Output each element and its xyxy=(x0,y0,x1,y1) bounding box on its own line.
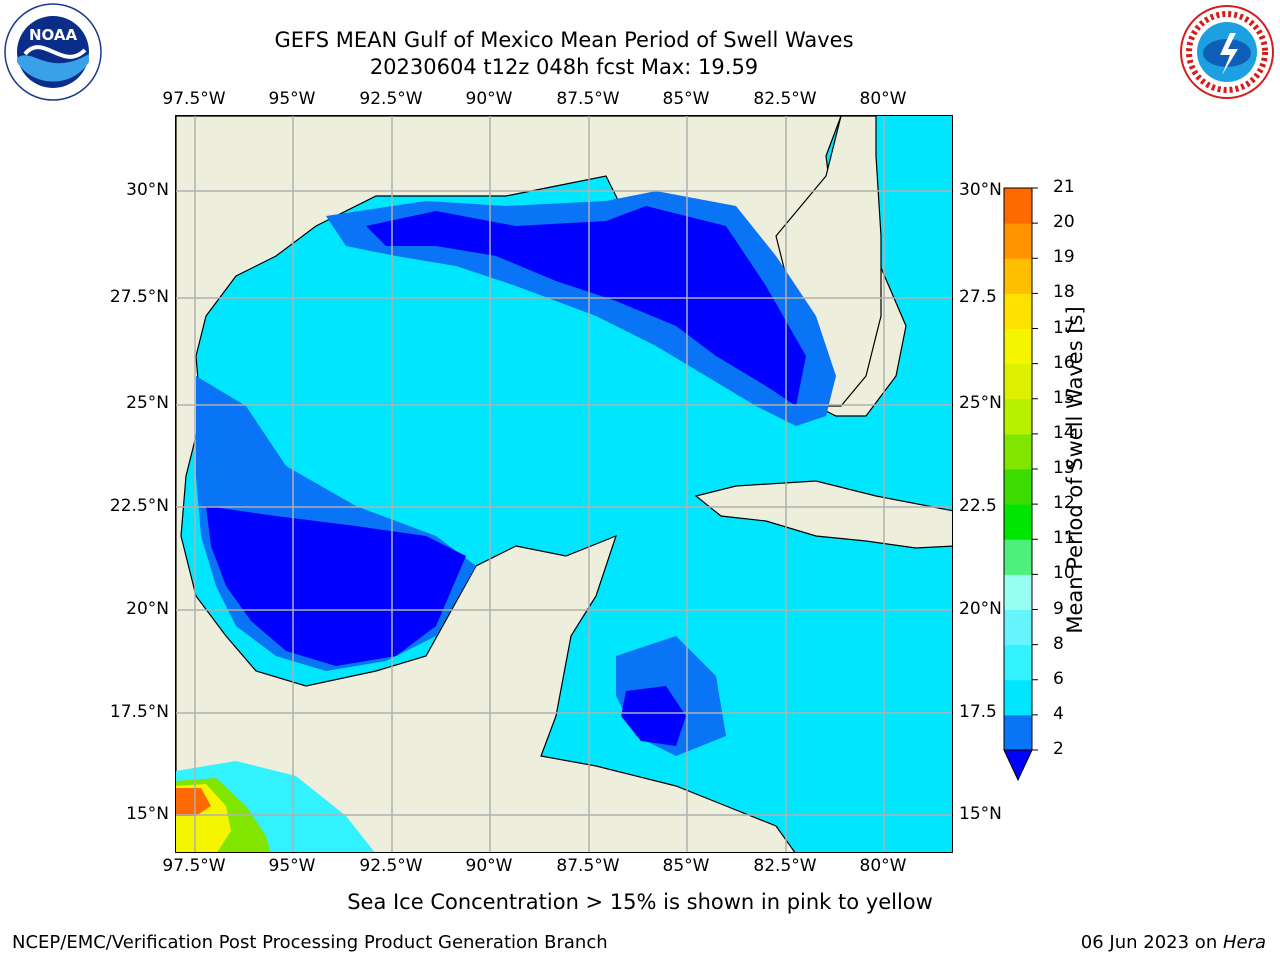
colorbar-tick-label: 20 xyxy=(1053,212,1075,233)
credit-text: NCEP/EMC/Verification Post Processing Pr… xyxy=(12,932,608,953)
colorbar-tick-label: 12 xyxy=(1053,493,1075,514)
colorbar-tick-label: 18 xyxy=(1053,282,1075,303)
lat-tick-right-3: 22.5 xyxy=(959,496,997,516)
ocean-deep-bay-campeche xyxy=(206,506,466,666)
colorbar-segment xyxy=(1004,504,1032,540)
lat-tick-right-2: 25°N xyxy=(959,393,1002,413)
lon-tick-top-6: 82.5°W xyxy=(753,89,817,109)
colorbar-tick-label: 15 xyxy=(1053,387,1075,408)
lat-tick-right-4: 20°N xyxy=(959,599,1002,619)
colorbar-segment xyxy=(1004,223,1032,259)
lon-tick-bottom-3: 90°W xyxy=(465,856,513,876)
colorbar-segment xyxy=(1004,574,1032,610)
colorbar-segment xyxy=(1004,188,1032,224)
colorbar-segment xyxy=(1004,539,1032,575)
ocean-deep-caribbean xyxy=(621,686,686,746)
lon-tick-bottom-1: 95°W xyxy=(268,856,316,876)
noaa-logo-icon: NOAA xyxy=(4,3,102,101)
colorbar-segment xyxy=(1004,398,1032,435)
lon-tick-bottom-5: 85°W xyxy=(662,856,710,876)
lon-tick-top-4: 87.5°W xyxy=(556,89,620,109)
colorbar-tick-label: 14 xyxy=(1053,422,1075,443)
colorbar-segment xyxy=(1004,679,1032,716)
ocean-deep-north xyxy=(366,206,806,406)
colorbar-tick-label: 9 xyxy=(1053,598,1064,619)
swell-zone-orange xyxy=(176,788,211,816)
lat-tick-left-4: 20°N xyxy=(126,599,169,619)
lon-tick-top-1: 95°W xyxy=(268,89,316,109)
lon-tick-top-7: 80°W xyxy=(859,89,907,109)
date-prefix: 06 Jun 2023 on xyxy=(1080,932,1223,953)
lat-tick-left-5: 17.5°N xyxy=(109,702,169,722)
lat-tick-left-2: 25°N xyxy=(126,393,169,413)
lat-tick-right-6: 15°N xyxy=(959,804,1002,824)
lon-tick-bottom-2: 92.5°W xyxy=(359,856,423,876)
date-stamp: 06 Jun 2023 on Hera xyxy=(1081,932,1266,953)
colorbar-tick-label: 4 xyxy=(1053,703,1064,724)
national-weather-service-logo-icon xyxy=(1180,5,1274,99)
lon-tick-top-0: 97.5°W xyxy=(162,89,226,109)
map-plot-area xyxy=(175,115,953,853)
colorbar-tick-label: 2 xyxy=(1053,739,1064,759)
colorbar-segment xyxy=(1004,363,1032,400)
lat-tick-left-6: 15°N xyxy=(126,804,169,824)
colorbar-segment xyxy=(1004,328,1032,365)
colorbar-segment xyxy=(1004,433,1032,470)
chart-title: GEFS MEAN Gulf of Mexico Mean Period of … xyxy=(274,28,854,52)
chart-subtitle: 20230604 t12z 048h fcst Max: 19.59 xyxy=(369,55,759,79)
date-machine: Hera xyxy=(1222,932,1266,953)
colorbar-tick-label: 16 xyxy=(1053,352,1075,373)
colorbar-tick-label: 21 xyxy=(1053,177,1075,197)
colorbar-tick-label: 11 xyxy=(1053,528,1075,549)
colorbar-tick-label: 19 xyxy=(1053,247,1075,268)
colorbar-tick-label: 13 xyxy=(1053,458,1075,478)
colorbar-segment xyxy=(1004,469,1032,505)
lat-tick-right-5: 17.5 xyxy=(959,702,997,722)
lon-tick-bottom-4: 87.5°W xyxy=(556,856,620,876)
colorbar-tick-label: 17 xyxy=(1053,317,1075,338)
map-gridlines xyxy=(176,116,952,852)
lat-tick-left-3: 22.5°N xyxy=(109,496,169,516)
land-cuba xyxy=(694,480,952,549)
colorbar xyxy=(1003,187,1038,782)
lon-tick-bottom-7: 80°W xyxy=(859,856,907,876)
colorbar-segment xyxy=(1004,293,1032,329)
colorbar-tick-label: 10 xyxy=(1053,563,1075,584)
lon-tick-bottom-6: 82.5°W xyxy=(753,856,817,876)
colorbar-extend-arrow xyxy=(1003,749,1033,782)
lat-tick-right-0: 30°N xyxy=(959,180,1002,200)
lat-tick-right-1: 27.5 xyxy=(959,287,997,307)
lat-tick-left-0: 30°N xyxy=(126,180,169,200)
sea-ice-note: Sea Ice Concentration > 15% is shown in … xyxy=(347,890,933,914)
lat-tick-left-1: 27.5°N xyxy=(109,287,169,307)
lon-tick-bottom-0: 97.5°W xyxy=(162,856,226,876)
colorbar-segment xyxy=(1004,609,1032,646)
colorbar-tick-label: 6 xyxy=(1053,668,1064,689)
colorbar-tick-label: 8 xyxy=(1053,633,1064,654)
noaa-logo-text: NOAA xyxy=(29,26,78,44)
colorbar-segment xyxy=(1004,644,1032,681)
swell-period-map xyxy=(176,116,952,852)
lon-tick-top-3: 90°W xyxy=(465,89,513,109)
colorbar-title: Mean Period of Swell Waves [s] xyxy=(1063,306,1087,634)
colorbar-segment xyxy=(1004,714,1032,751)
lon-tick-top-2: 92.5°W xyxy=(359,89,423,109)
lon-tick-top-5: 85°W xyxy=(662,89,710,109)
colorbar-segment xyxy=(1004,258,1032,294)
